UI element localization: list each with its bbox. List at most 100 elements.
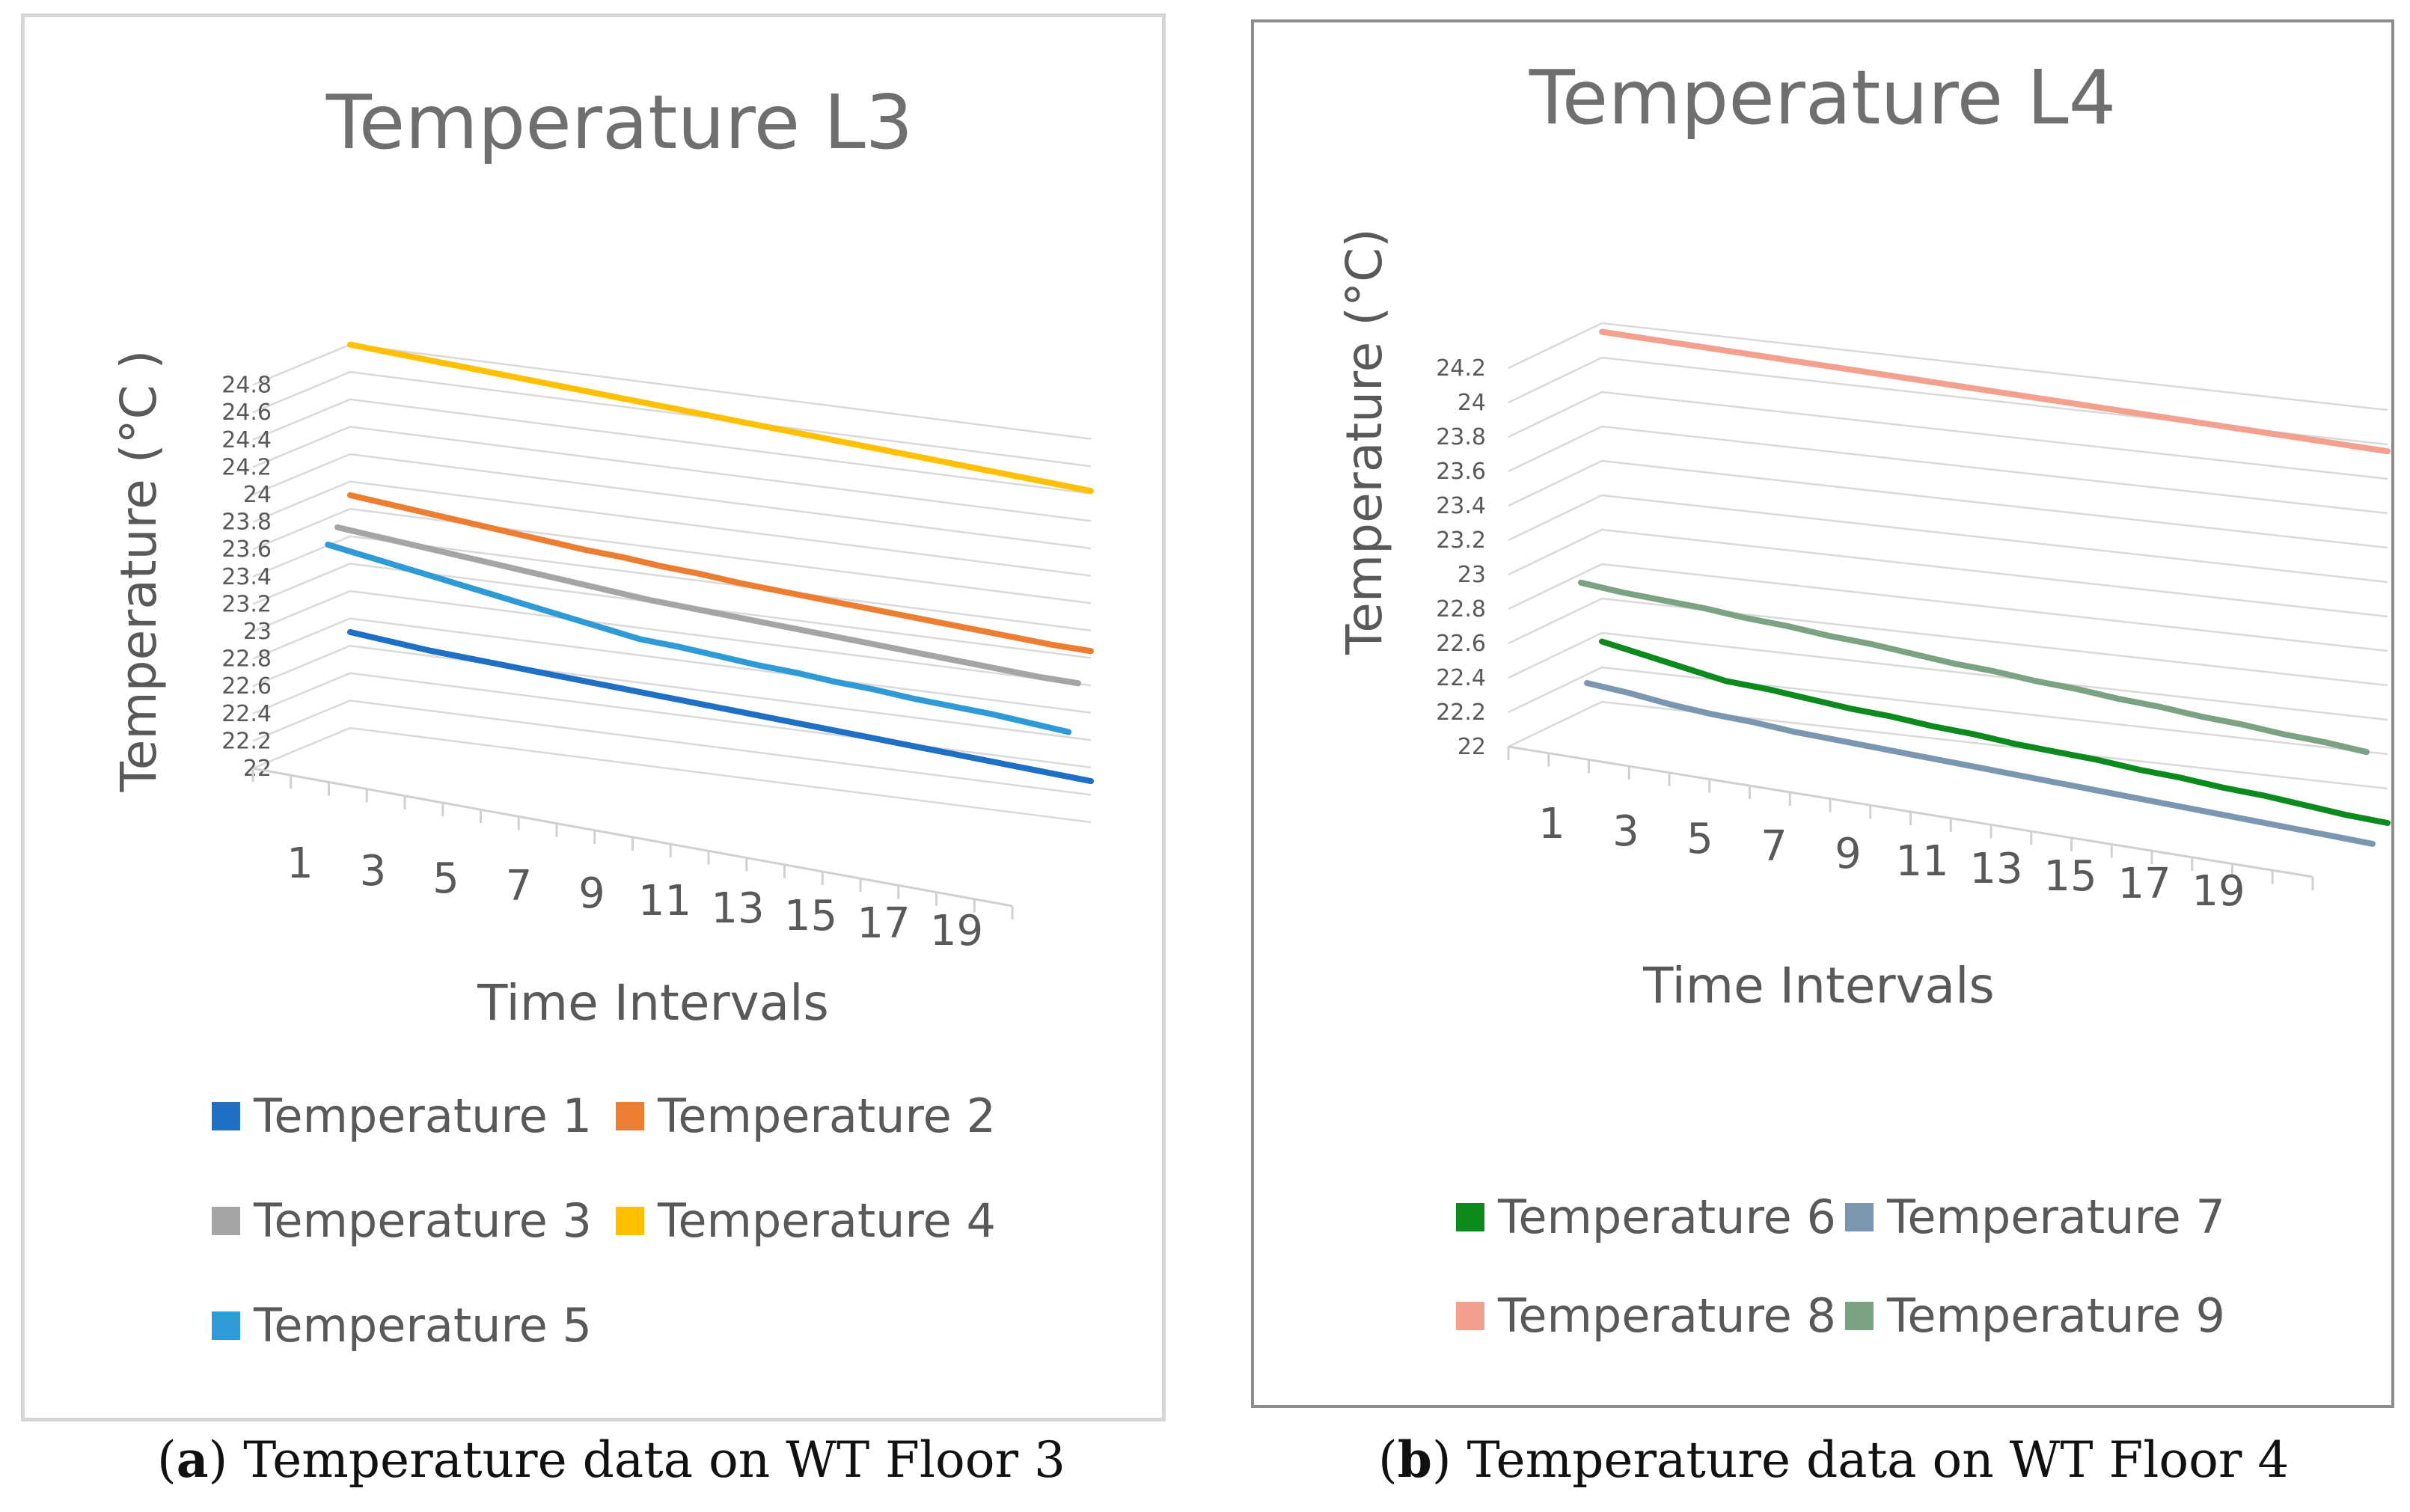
y-axis-label: Temperature (°C ): [110, 350, 168, 793]
gridline: [1508, 597, 2388, 687]
gridlines: [252, 343, 1092, 824]
legend-swatch: [1456, 1203, 1484, 1231]
y-tick-label: 23.4: [1436, 493, 1486, 519]
gridline: [1508, 459, 2388, 549]
x-axis-label: Time Intervals: [477, 974, 829, 1032]
y-tick-label: 24.2: [1436, 355, 1486, 382]
x-tick-label: 1: [287, 839, 314, 888]
gridline: [1508, 631, 2388, 721]
caption-a: (a) Temperature data on WT Floor 3: [157, 1430, 1066, 1489]
y-tick-label: 23.6: [221, 536, 272, 563]
gridline: [252, 507, 1092, 605]
y-tick-label: 22.2: [1436, 700, 1486, 726]
legend-label: Temperature 4: [657, 1193, 996, 1248]
x-tick-label: 3: [360, 847, 387, 896]
legend-label: Temperature 6: [1497, 1190, 1836, 1244]
y-tick-label: 23: [1458, 562, 1486, 588]
gridline: [1508, 494, 2388, 584]
legend-swatch: [616, 1102, 644, 1130]
gridline: [252, 726, 1092, 824]
gridline: [252, 644, 1092, 741]
gridline: [252, 398, 1092, 495]
y-tick-label: 22.6: [1436, 631, 1486, 657]
x-tick-label: 9: [1835, 830, 1862, 878]
y-tick-label: 22.4: [1436, 665, 1486, 691]
y-tick-label: 24.6: [221, 400, 272, 426]
gridline: [1508, 563, 2388, 652]
y-tick-label: 23.8: [1436, 424, 1486, 450]
legend-label: Temperature 7: [1886, 1190, 2225, 1244]
gridline: [252, 426, 1092, 522]
y-tick-label: 23.2: [1436, 527, 1486, 554]
chart-l4: Temperature L4 22 22.2 22.4 22.6 22.8 23 23.2 23…: [1336, 54, 2391, 1343]
caption-tag: a: [176, 1430, 209, 1489]
y-tick-label: 24.4: [221, 427, 272, 453]
gridline: [252, 370, 1092, 468]
series-line-4: [347, 341, 1094, 495]
y-tick-label: 23.8: [221, 509, 272, 536]
x-tick-label: 19: [930, 907, 983, 955]
legend-label: Temperature 3: [253, 1193, 592, 1248]
y-tick-label: 22.8: [1436, 596, 1486, 622]
gridline: [1508, 425, 2388, 515]
caption-text: Temperature data on WT Floor 3: [243, 1431, 1066, 1489]
x-tick-label: 13: [1969, 845, 2022, 893]
gridline: [252, 700, 1092, 796]
x-tick-label: 17: [2117, 860, 2171, 908]
y-axis-label: Temperature (°C): [1336, 228, 1393, 655]
x-tick-label: 5: [432, 854, 459, 903]
x-tick-label: 5: [1686, 815, 1713, 863]
caption-text: Temperature data on WT Floor 4: [1467, 1431, 2290, 1489]
chart-panel-l4: Temperature L4 22 22.2 22.4 22.6 22.8 23 23.2 23…: [1251, 19, 2394, 1408]
y-tick-label: 23.4: [221, 564, 272, 590]
y-tick-label: 24.2: [221, 454, 272, 480]
legend: Temperature 6 Temperature 7 Temperature 8 T…: [1456, 1190, 2225, 1343]
caption-b: (b) Temperature data on WT Floor 4: [1378, 1430, 2290, 1489]
gridline: [252, 535, 1092, 632]
legend-swatch: [212, 1102, 240, 1130]
y-tick-label: 23.2: [221, 591, 272, 617]
y-tick-label: 22.6: [221, 673, 272, 700]
gridline: [252, 453, 1092, 550]
caption-tag: b: [1397, 1430, 1432, 1489]
y-tick-label: 22.4: [221, 701, 272, 727]
y-tick-label: 24: [243, 482, 272, 508]
x-axis: [251, 767, 1014, 919]
legend-label: Temperature 9: [1886, 1288, 2225, 1343]
series-line-2: [1584, 680, 2376, 847]
gridline: [1508, 391, 2388, 480]
gridline: [1508, 666, 2388, 756]
gridline: [1508, 700, 2388, 790]
gridlines: [1508, 322, 2388, 790]
legend-label: Temperature 2: [657, 1089, 996, 1143]
series-line-5: [325, 542, 1072, 735]
legend-swatch: [616, 1207, 644, 1235]
series-line-2: [347, 492, 1094, 655]
x-tick-label: 19: [2192, 867, 2245, 916]
gridline: [252, 480, 1092, 577]
legend-swatch: [212, 1207, 240, 1235]
x-tick-label: 13: [711, 884, 764, 933]
x-tick-label: 3: [1612, 807, 1639, 856]
x-tick-label: 17: [857, 899, 910, 948]
y-tick-label: 24: [1458, 390, 1486, 416]
legend: Temperature 1 Temperature 2 Temperature 3 T…: [212, 1089, 996, 1353]
x-tick-label: 15: [2043, 852, 2096, 901]
legend-swatch: [212, 1311, 240, 1340]
x-tick-label: 7: [1761, 822, 1787, 871]
legend-label: Temperature 5: [253, 1298, 592, 1353]
legend-swatch: [1845, 1302, 1874, 1330]
series-line-4: [1578, 579, 2370, 756]
gridline: [252, 590, 1092, 687]
gridline: [1508, 356, 2388, 446]
gridline: [252, 343, 1092, 440]
x-tick-label: 11: [1895, 837, 1948, 886]
x-axis-label: Time Intervals: [1642, 957, 1995, 1014]
gridline: [252, 563, 1092, 659]
chart-l3: Temperature L32222.222.422.622.82323.223…: [110, 79, 1094, 1353]
series-line-3: [1599, 328, 2391, 455]
x-tick-label: 11: [638, 877, 691, 925]
legend-label: Temperature 1: [253, 1089, 592, 1143]
y-tick-label: 23: [243, 619, 272, 645]
chart-panel-l3: Temperature L3 22 22.2 22.4 22.6 22.8 23 23.2 23…: [21, 13, 1166, 1421]
